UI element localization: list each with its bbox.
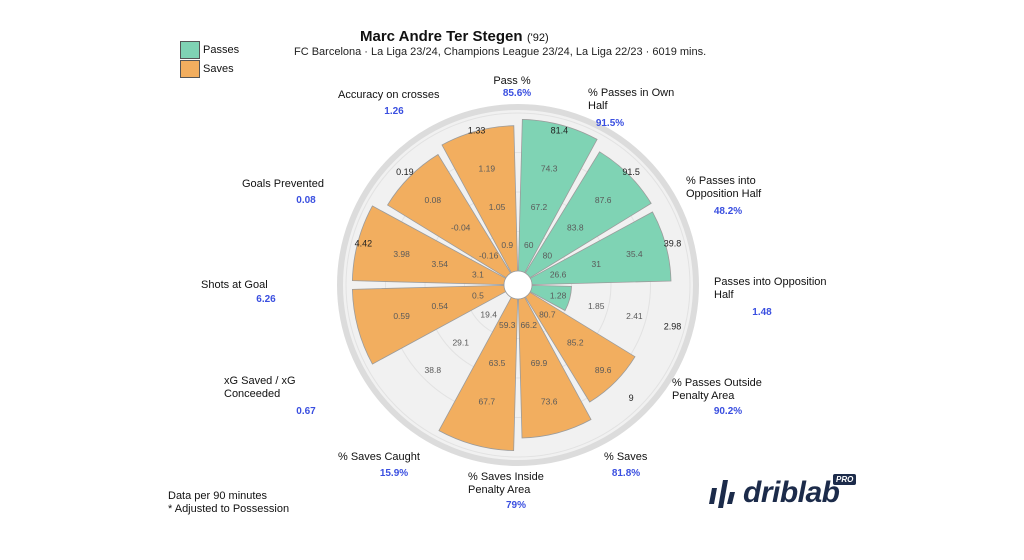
brand-logo: driblab PRO	[705, 474, 857, 512]
metric-value: 90.2%	[714, 406, 742, 417]
ring-label: 1.28	[550, 291, 567, 301]
player-year: ('92)	[527, 32, 549, 44]
grid-ring-0	[464, 231, 572, 339]
chart-subtitle: FC Barcelona · La Liga 23/24, Champions …	[294, 46, 707, 58]
legend-label-passes: Passes	[203, 43, 240, 56]
ring-label: 1.85	[588, 301, 605, 311]
ring-label: 0.9	[501, 240, 513, 250]
footnote-line: Data per 90 minutes	[168, 490, 268, 502]
metric-value: 48.2%	[714, 206, 742, 217]
metric-label: Pass %	[493, 75, 531, 87]
legend-swatch-saves	[180, 59, 200, 78]
metric-value: 0.67	[296, 406, 316, 417]
metric-label: % Saves Caught	[338, 451, 420, 463]
ring-label: 83.8	[567, 223, 584, 233]
metric-label: Passes into Opposition Half	[714, 276, 827, 301]
legend-item-passes: Passes	[180, 40, 239, 59]
grid-ring-2	[385, 152, 651, 418]
ring-label: 1.33	[468, 125, 486, 135]
legend-item-saves: Saves	[180, 59, 239, 78]
metric-value: 1.48	[752, 307, 772, 318]
metric-value: 79%	[506, 500, 526, 511]
ring-label: 73.6	[541, 396, 558, 406]
center-hub	[503, 270, 533, 300]
ring-label: 1.19	[479, 164, 496, 174]
metric-value: 1.26	[384, 106, 404, 117]
brand-badge: PRO	[833, 474, 857, 485]
ring-label: 35.4	[626, 249, 643, 259]
ring-label: 67.7	[479, 396, 496, 406]
grid-ring-1	[424, 191, 612, 379]
ring-label: 1.05	[489, 202, 506, 212]
metric-label: % Passes in Own Half	[588, 87, 674, 112]
ring-label: -0.04	[451, 223, 471, 233]
ring-label: 87.6	[595, 195, 612, 205]
metric-label: % Passes into Opposition Half	[686, 175, 762, 200]
ring-label: 2.41	[626, 311, 643, 321]
legend-swatch-passes	[180, 40, 200, 59]
ring-label: 0.59	[393, 311, 410, 321]
metric-label: % Saves	[604, 451, 648, 463]
metric-label: Goals Prevented	[242, 178, 324, 190]
ring-label: 38.8	[425, 365, 442, 375]
ring-label: 31	[592, 259, 602, 269]
footnote: Data per 90 minutes * Adjusted to Posses…	[168, 490, 289, 516]
metric-value: 0.08	[296, 195, 316, 206]
ring-label: 74.3	[541, 164, 558, 174]
ring-label: 80	[543, 251, 553, 261]
brand-name: driblab	[743, 476, 840, 509]
ring-label: 0.08	[425, 195, 442, 205]
metric-label: % Saves Inside Penalty Area	[468, 471, 544, 496]
ring-label: 59.3	[499, 320, 516, 330]
ring-label: 26.6	[550, 269, 567, 279]
ring-label: 3.98	[393, 249, 410, 259]
metric-value: 15.9%	[380, 468, 408, 479]
ring-label: 3.54	[431, 259, 448, 269]
driblab-mark-icon	[709, 480, 735, 508]
legend-label-saves: Saves	[203, 62, 234, 75]
ring-label: 89.6	[595, 365, 612, 375]
ring-label: 60	[524, 240, 534, 250]
ring-label: 39.8	[664, 239, 682, 249]
legend: Passes Saves	[180, 40, 239, 78]
grid-ring-3	[345, 112, 691, 458]
ring-label: 3.1	[472, 269, 484, 279]
ring-label: 85.2	[567, 337, 584, 347]
player-name: Marc Andre Ter Stegen	[360, 28, 523, 45]
ring-label: 29.1	[452, 337, 469, 347]
footnote-line: * Adjusted to Possession	[168, 503, 290, 515]
metric-label: Shots at Goal	[201, 279, 268, 291]
ring-label: 2.98	[664, 321, 682, 331]
metric-label: % Passes Outside Penalty Area	[672, 377, 762, 402]
ring-label: 81.4	[551, 125, 569, 135]
ring-label: 9	[629, 393, 634, 403]
ring-label: 69.9	[531, 358, 548, 368]
metric-label: Accuracy on crosses	[338, 89, 440, 101]
ring-label: 66.2	[520, 320, 537, 330]
metric-value: 81.8%	[612, 468, 640, 479]
ring-label: 0.19	[396, 167, 414, 177]
ring-label: 0.5	[472, 291, 484, 301]
ring-label: -0.16	[479, 251, 499, 261]
metric-label: xG Saved / xG Conceeded	[224, 375, 296, 400]
ring-label: 63.5	[489, 358, 506, 368]
metric-value: 91.5%	[596, 118, 624, 129]
ring-label: 4.42	[355, 239, 373, 249]
chart-title: Marc Andre Ter Stegen ('92)	[360, 28, 760, 46]
ring-label: 67.2	[531, 202, 548, 212]
ring-label: 19.4	[480, 309, 497, 319]
metric-value: 6.26	[256, 294, 276, 305]
ring-label: 0.54	[431, 301, 448, 311]
ring-label: 91.5	[622, 167, 640, 177]
ring-label: 80.7	[539, 309, 556, 319]
metric-value: 85.6%	[503, 88, 531, 99]
